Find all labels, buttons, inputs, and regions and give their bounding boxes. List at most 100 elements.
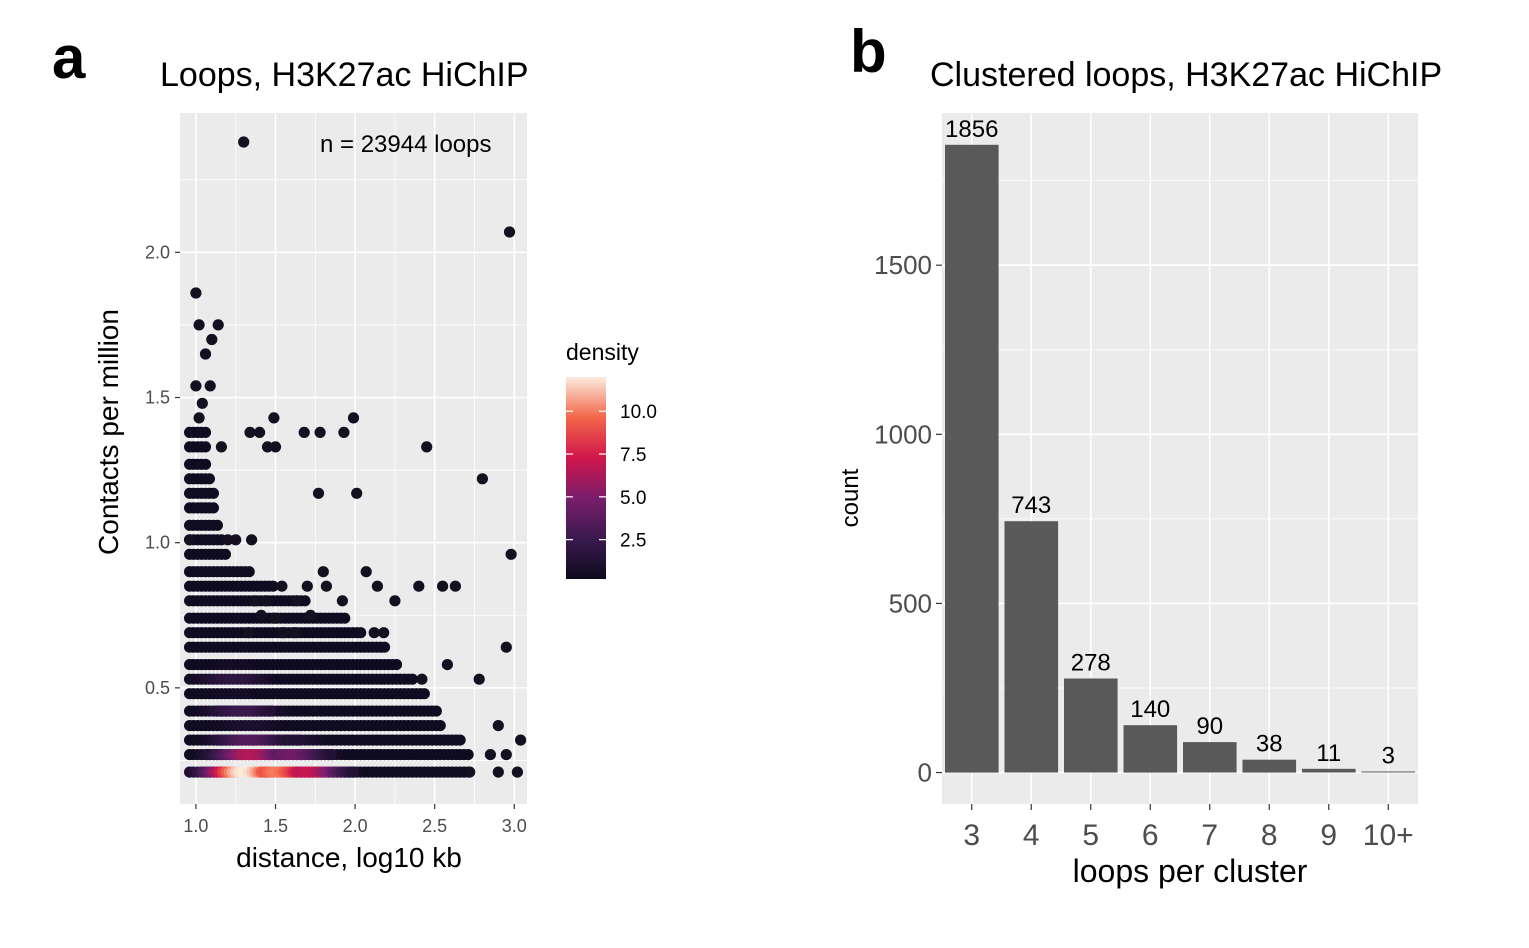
scatter-point	[269, 441, 282, 453]
panel-b-x-tick-label: 8	[1261, 819, 1278, 852]
scatter-point	[378, 641, 391, 653]
scatter-point	[212, 319, 224, 331]
scatter-point	[462, 749, 474, 761]
scatter-point	[347, 412, 360, 424]
panel-a-ticks: 1.0 1.5 2.0 2.5 3.0 0.5 1.0 1.5 2.0	[145, 242, 527, 836]
scatter-point	[515, 734, 527, 746]
scatter-point	[230, 534, 242, 546]
scatter-point	[277, 627, 290, 639]
scatter-point	[437, 580, 449, 592]
legend-tick-label: 7.5	[620, 445, 646, 466]
scatter-point	[314, 426, 326, 438]
scatter-point	[338, 426, 350, 438]
bar-data-label: 278	[1071, 650, 1111, 677]
scatter-point	[246, 534, 258, 546]
scatter-point	[269, 612, 282, 624]
scatter-point	[416, 673, 428, 685]
panel-a-y-tick-label: 1.5	[145, 388, 170, 408]
bar-data-label: 90	[1196, 713, 1223, 740]
panel-b-x-tick-label: 6	[1142, 819, 1159, 852]
scatter-point	[301, 580, 313, 592]
panel-b-gridlines	[942, 113, 1418, 804]
bar-data-label: 1856	[945, 116, 998, 143]
scatter-point	[413, 580, 425, 592]
scatter-point	[190, 287, 202, 299]
legend-tick-label: 2.5	[620, 531, 646, 552]
panel-a-letter: a	[52, 24, 86, 91]
panel-b-letter: b	[850, 18, 887, 85]
scatter-point	[500, 641, 512, 653]
scatter-point	[389, 595, 401, 607]
panel-b-x-tick-label: 7	[1201, 819, 1218, 852]
panel-b-x-tick-label: 3	[963, 819, 980, 852]
panel-a-annotation: n = 23944 loops	[320, 131, 491, 158]
scatter-point	[207, 487, 219, 499]
scatter-point	[464, 766, 476, 778]
panel-b-x-tick-label: 9	[1320, 819, 1337, 852]
bar-5	[1064, 678, 1118, 773]
panel-b-ticks: 3 4 5 6 7 8 9 10+ 0 500 1000 1500	[874, 250, 1414, 852]
bar-6	[1123, 725, 1178, 773]
panel-b-x-tick-label: 5	[1082, 819, 1099, 852]
scatter-point	[406, 673, 418, 685]
panel-a-x-axis-label: distance, log10 kb	[236, 842, 462, 873]
panel-a-points	[184, 136, 527, 778]
scatter-point	[336, 595, 348, 607]
panel-b-y-tick-label: 0	[918, 758, 932, 788]
scatter-point	[368, 627, 380, 639]
scatter-point	[184, 534, 196, 546]
scatter-point	[244, 426, 256, 438]
scatter-point	[312, 487, 325, 499]
scatter-point	[199, 348, 212, 360]
scatter-point	[222, 534, 234, 546]
scatter-point	[476, 473, 488, 485]
panel-a-title: Loops, H3K27ac HiChIP	[160, 56, 529, 94]
scatter-point	[454, 734, 466, 746]
scatter-point	[441, 659, 453, 671]
panel-b-x-tick-label: 4	[1023, 819, 1040, 852]
scatter-point	[355, 627, 367, 639]
panel-b: b Clustered loops, H3K27ac HiChIP 185674…	[837, 18, 1442, 889]
scatter-point	[265, 705, 277, 717]
panel-b-y-tick-label: 500	[889, 588, 932, 618]
scatter-point	[290, 595, 302, 607]
scatter-point	[320, 580, 332, 592]
scatter-point	[219, 548, 231, 560]
panel-b-title: Clustered loops, H3K27ac HiChIP	[930, 56, 1442, 94]
scatter-point	[190, 380, 202, 392]
panel-b-x-axis-label: loops per cluster	[1073, 853, 1308, 889]
legend-ticks: 2.5 5.0 7.5 10.0	[566, 402, 657, 552]
panel-a-x-tick-label: 2.5	[422, 816, 447, 836]
panel-a: a Loops, H3K27ac HiChIP 1.0 1.5 2.0 2.5 3.0 0…	[52, 24, 529, 873]
panel-a-x-tick-label: 1.5	[263, 816, 288, 836]
bar-data-label: 11	[1316, 740, 1341, 767]
scatter-point	[199, 426, 212, 438]
scatter-point	[347, 766, 360, 778]
scatter-point	[193, 412, 205, 424]
scatter-point	[196, 397, 208, 409]
scatter-point	[260, 595, 272, 607]
panel-a-plot-background	[180, 113, 527, 804]
scatter-point	[378, 627, 390, 639]
scatter-point	[199, 441, 212, 453]
panel-b-x-tick-label: 10+	[1363, 819, 1414, 852]
panel-a-x-tick-label: 2.0	[343, 816, 368, 836]
scatter-point	[261, 441, 274, 453]
scatter-point	[351, 487, 363, 499]
panel-a-x-tick-label: 3.0	[502, 816, 527, 836]
bar-data-label: 140	[1130, 696, 1170, 723]
scatter-point	[206, 333, 218, 346]
scatter-point	[371, 580, 383, 592]
panel-a-x-tick-label: 1.0	[183, 816, 208, 836]
panel-b-y-tick-label: 1500	[874, 250, 932, 280]
scatter-point	[215, 441, 227, 453]
scatter-point	[500, 749, 512, 761]
scatter-point	[317, 566, 329, 578]
scatter-point	[243, 566, 255, 578]
bar-data-label: 743	[1011, 492, 1051, 519]
scatter-point	[505, 548, 517, 560]
scatter-point	[304, 609, 317, 621]
scatter-point	[193, 319, 205, 331]
panel-b-y-axis-label: count	[837, 468, 864, 527]
scatter-point	[360, 566, 372, 578]
